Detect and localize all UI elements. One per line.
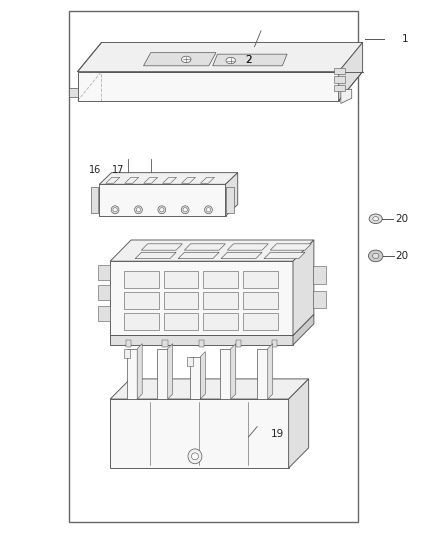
Bar: [124, 313, 159, 330]
Polygon shape: [264, 252, 305, 259]
Polygon shape: [200, 352, 205, 399]
Bar: [334, 68, 345, 74]
Polygon shape: [187, 357, 193, 366]
Bar: [272, 340, 277, 347]
Bar: [124, 292, 159, 309]
Polygon shape: [137, 344, 142, 399]
Bar: [124, 271, 159, 288]
Polygon shape: [141, 244, 182, 250]
Ellipse shape: [113, 208, 117, 212]
Bar: [98, 265, 110, 280]
Polygon shape: [78, 43, 363, 71]
Text: 20: 20: [395, 214, 408, 224]
Polygon shape: [124, 349, 130, 358]
Polygon shape: [226, 187, 234, 214]
Polygon shape: [144, 177, 158, 183]
Polygon shape: [293, 314, 314, 345]
Polygon shape: [289, 379, 309, 468]
Ellipse shape: [368, 250, 383, 262]
Bar: [203, 292, 238, 309]
Bar: [243, 271, 278, 288]
Bar: [236, 340, 241, 347]
Polygon shape: [227, 244, 268, 250]
Bar: [199, 340, 204, 347]
Ellipse shape: [111, 206, 119, 214]
Polygon shape: [339, 43, 363, 101]
Polygon shape: [110, 335, 293, 345]
Polygon shape: [168, 344, 173, 399]
Polygon shape: [257, 349, 268, 399]
Polygon shape: [110, 261, 293, 335]
Ellipse shape: [181, 56, 191, 62]
Polygon shape: [106, 177, 120, 183]
Polygon shape: [125, 177, 139, 183]
Ellipse shape: [159, 208, 164, 212]
Ellipse shape: [191, 453, 198, 460]
Text: 20: 20: [395, 251, 408, 261]
Text: 1: 1: [402, 34, 408, 44]
Text: 17: 17: [112, 165, 124, 175]
Text: 16: 16: [89, 165, 101, 175]
Text: 2: 2: [245, 55, 252, 64]
Polygon shape: [157, 349, 168, 399]
Bar: [243, 292, 278, 309]
Ellipse shape: [206, 208, 211, 212]
Polygon shape: [110, 379, 309, 399]
Bar: [313, 290, 326, 309]
Polygon shape: [110, 399, 289, 468]
Bar: [334, 85, 345, 91]
Polygon shape: [293, 240, 314, 335]
Bar: [98, 285, 110, 300]
Bar: [334, 76, 345, 83]
Polygon shape: [213, 54, 287, 66]
Polygon shape: [190, 357, 200, 399]
Bar: [126, 340, 131, 347]
Polygon shape: [221, 252, 262, 259]
Text: 2: 2: [245, 55, 252, 64]
Ellipse shape: [183, 208, 187, 212]
Ellipse shape: [226, 58, 236, 64]
Ellipse shape: [134, 206, 142, 214]
Polygon shape: [91, 187, 99, 214]
Ellipse shape: [373, 216, 378, 221]
Polygon shape: [69, 87, 78, 96]
Polygon shape: [184, 244, 226, 250]
Polygon shape: [182, 177, 195, 183]
Bar: [164, 313, 198, 330]
Bar: [203, 271, 238, 288]
Bar: [164, 271, 198, 288]
Ellipse shape: [372, 253, 379, 259]
Polygon shape: [110, 240, 314, 261]
Text: 19: 19: [270, 429, 284, 439]
Polygon shape: [220, 349, 231, 399]
Ellipse shape: [158, 206, 166, 214]
Bar: [164, 292, 198, 309]
Bar: [69, 11, 358, 522]
Polygon shape: [99, 184, 226, 216]
Bar: [98, 306, 110, 320]
Polygon shape: [270, 244, 311, 250]
Polygon shape: [268, 344, 273, 399]
Bar: [162, 340, 168, 347]
Polygon shape: [127, 349, 137, 399]
Polygon shape: [178, 252, 219, 259]
Polygon shape: [162, 177, 177, 183]
Bar: [313, 266, 326, 284]
Polygon shape: [226, 173, 238, 216]
Ellipse shape: [188, 449, 202, 464]
Ellipse shape: [369, 214, 382, 223]
Bar: [203, 313, 238, 330]
Polygon shape: [341, 89, 352, 103]
Ellipse shape: [136, 208, 141, 212]
Ellipse shape: [205, 206, 212, 214]
Ellipse shape: [181, 206, 189, 214]
Polygon shape: [78, 71, 339, 101]
Polygon shape: [144, 53, 216, 66]
Polygon shape: [135, 252, 176, 259]
Polygon shape: [231, 344, 236, 399]
Polygon shape: [99, 173, 238, 184]
Polygon shape: [201, 177, 215, 183]
Bar: [243, 313, 278, 330]
